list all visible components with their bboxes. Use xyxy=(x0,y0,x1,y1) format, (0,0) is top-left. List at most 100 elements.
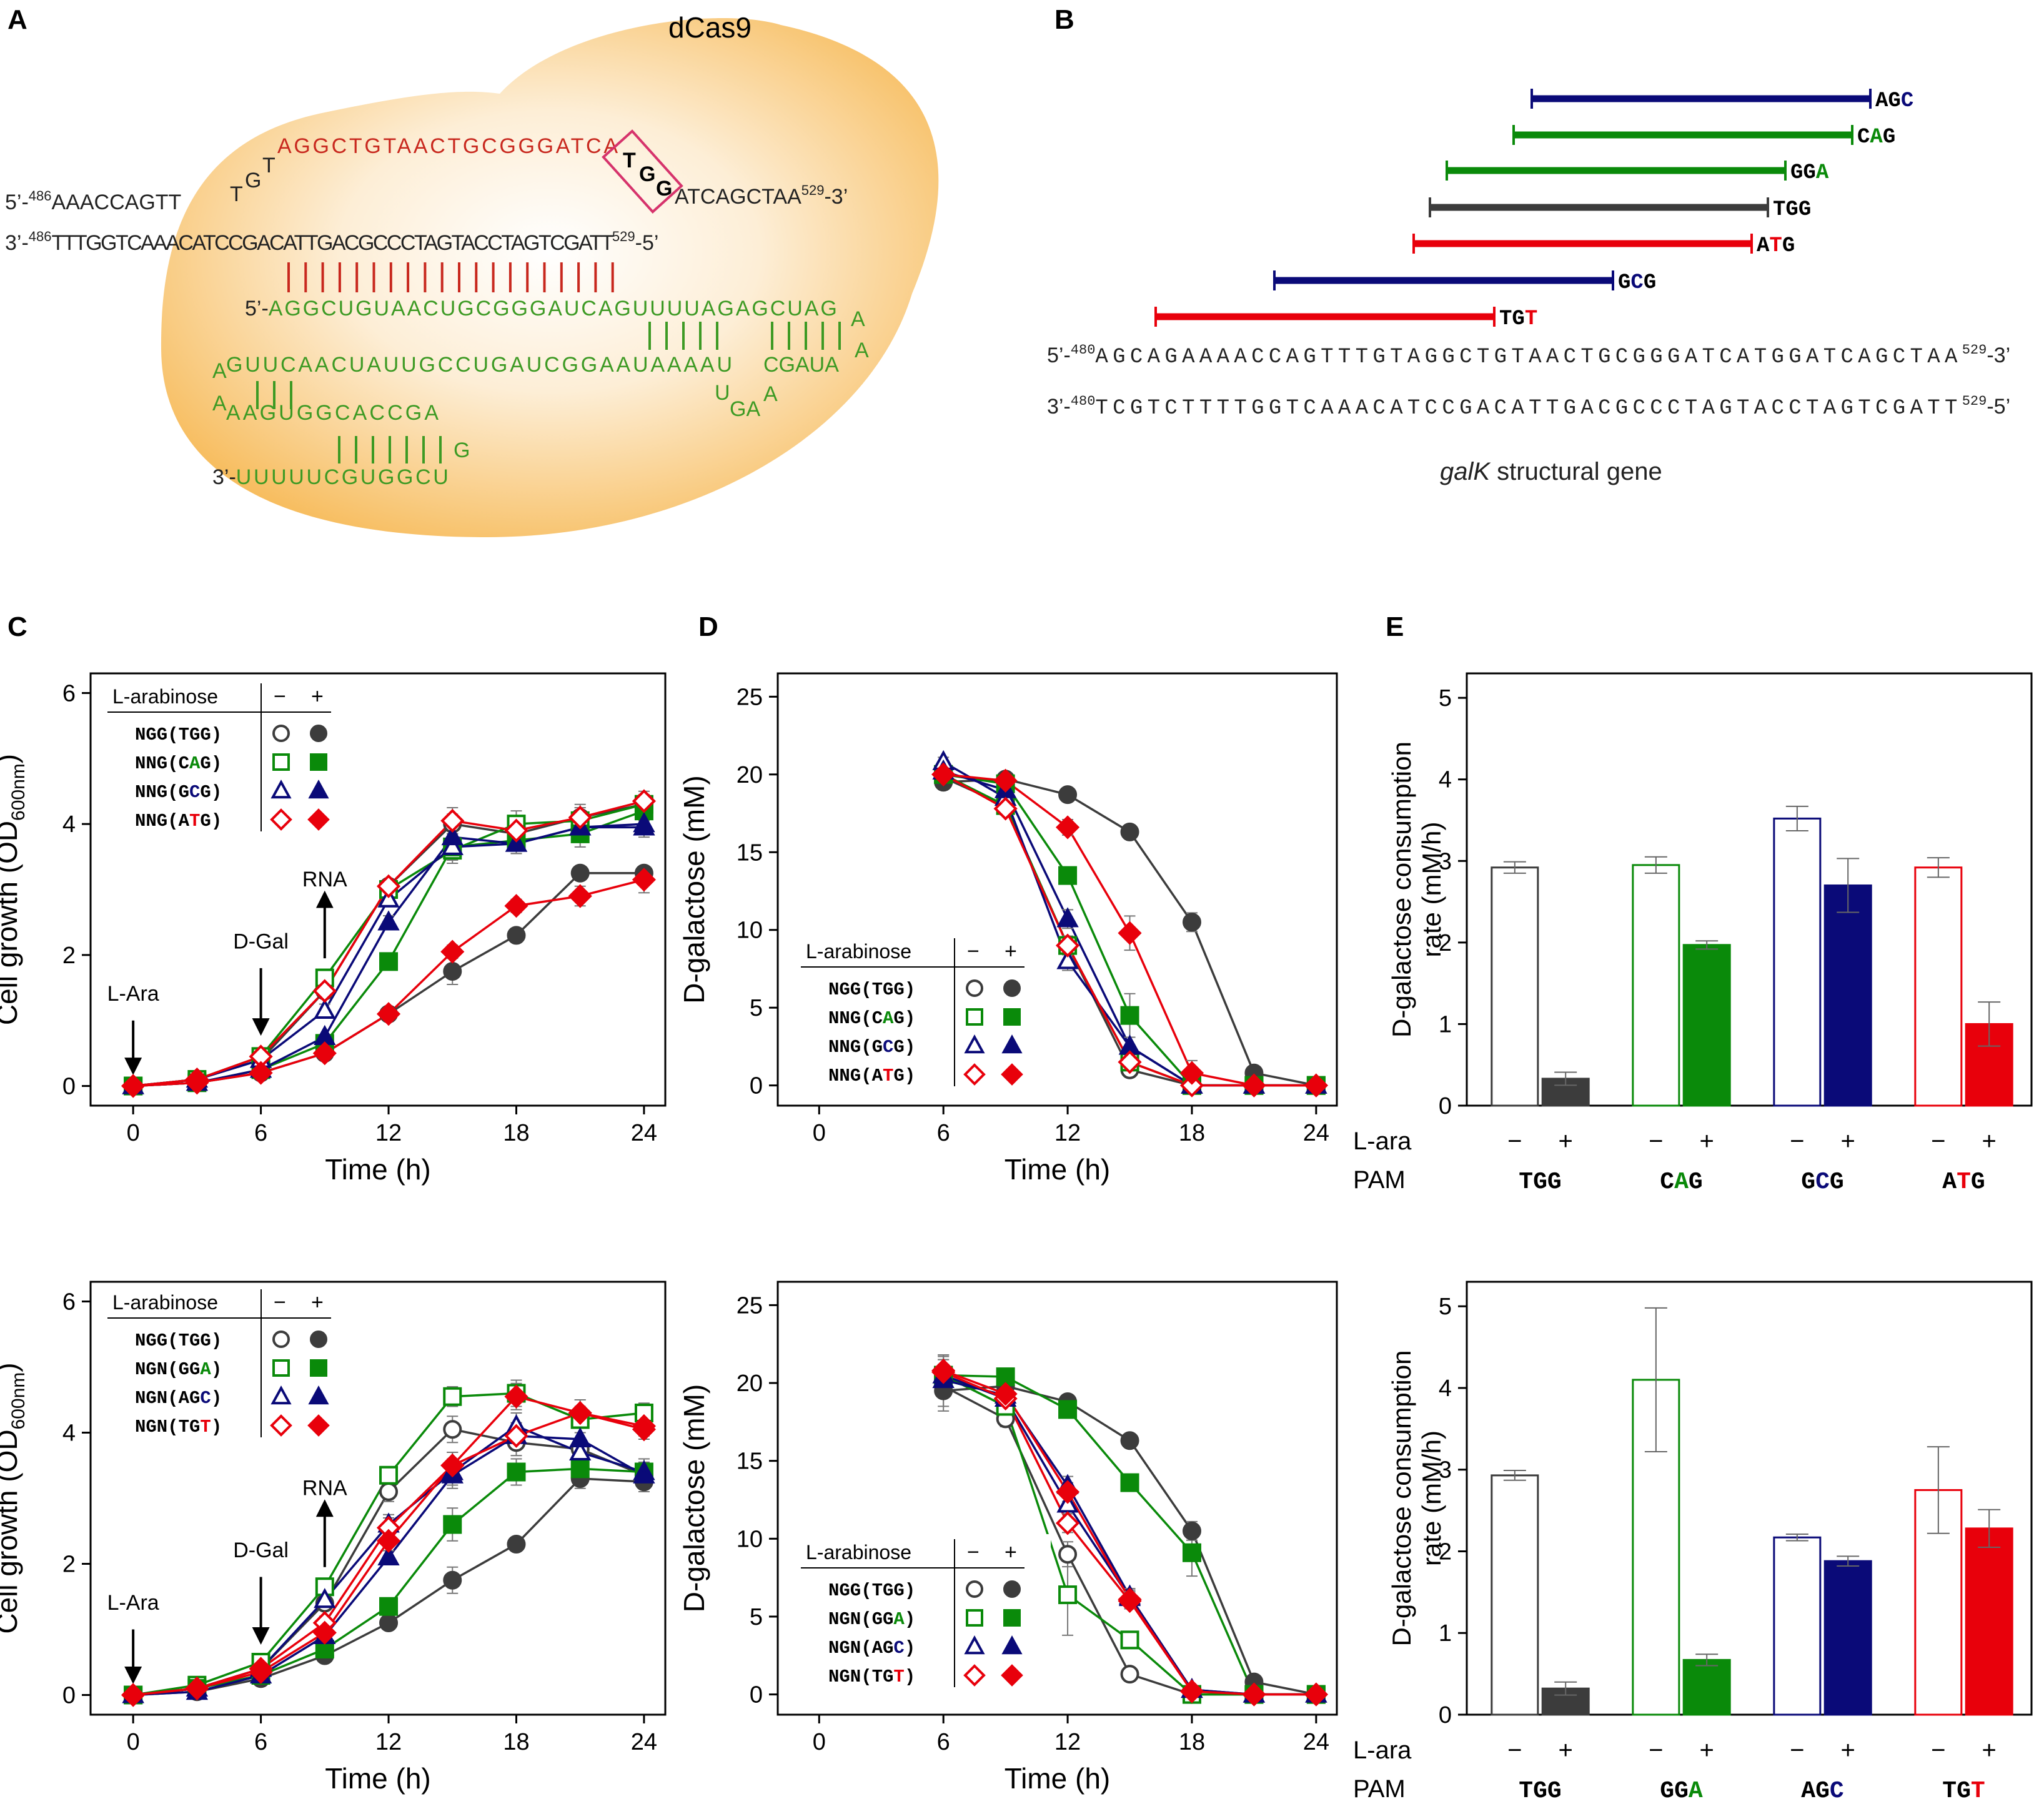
pam-letter: G xyxy=(1533,1169,1547,1196)
pam-letter: G xyxy=(1782,234,1795,258)
x-axis-label: Time (h) xyxy=(1005,1153,1111,1186)
bar-minus xyxy=(1491,866,1539,1107)
text-span: NGN(A xyxy=(828,1638,883,1658)
pam-letter: T xyxy=(1519,1778,1533,1804)
data-point xyxy=(379,1597,399,1616)
text-span: ) xyxy=(905,1667,915,1687)
text-span: 529 xyxy=(1962,342,1987,358)
legend-plus: + xyxy=(311,1291,324,1314)
pam-letter: G xyxy=(1798,198,1811,222)
plot-frame xyxy=(776,672,1338,1107)
y-axis-label: rate (mM/h) xyxy=(1417,821,1446,957)
text-span: -5’ xyxy=(635,231,659,255)
data-point xyxy=(249,1061,273,1085)
text-span: 486 xyxy=(29,188,52,204)
pam-letter: G xyxy=(1533,1778,1547,1804)
data-point xyxy=(1055,1480,1080,1504)
data-point xyxy=(1056,907,1079,928)
y-tick-label: 0 xyxy=(62,1683,76,1709)
pam-letter: G xyxy=(1689,1169,1703,1196)
legend-marker xyxy=(272,1359,290,1377)
text-span: NGN(G xyxy=(828,1609,883,1630)
top-strand-left: 5’-486AAACCAGTT xyxy=(5,188,181,214)
text-span: NGG(T xyxy=(828,979,883,1000)
pam-letter: G xyxy=(656,177,672,201)
bar-plus xyxy=(1823,1560,1872,1716)
bar-minus xyxy=(1773,1536,1822,1716)
data-point xyxy=(1120,1006,1139,1025)
data-point xyxy=(312,1041,337,1066)
y-tick-label: 2 xyxy=(62,1552,76,1578)
text-span: G xyxy=(893,1037,904,1058)
rna-loop: A xyxy=(851,307,865,331)
legend-entry: NNG(GCG) xyxy=(828,1037,915,1058)
data-point xyxy=(633,1463,655,1484)
data-point xyxy=(443,1387,462,1406)
legend-minus: − xyxy=(967,1540,980,1564)
text-span: G xyxy=(893,1008,904,1029)
text-span: NNG(C xyxy=(828,1008,883,1029)
text-span: 486 xyxy=(29,229,52,244)
data-point xyxy=(377,1545,400,1566)
text-span: 5’- xyxy=(1047,344,1071,367)
text-span: ) xyxy=(211,1359,222,1380)
text-span: G xyxy=(883,1609,893,1630)
pam-letter: T xyxy=(1957,1169,1971,1196)
y-tick-label: 0 xyxy=(62,1074,76,1100)
data-point xyxy=(1055,933,1080,958)
text-span: C xyxy=(189,782,200,803)
data-point xyxy=(1058,785,1078,805)
pam-letter: C xyxy=(1630,271,1643,295)
y-tick-label: 2 xyxy=(62,943,76,969)
series-line xyxy=(132,800,645,1088)
y-tick-label: 20 xyxy=(737,762,763,788)
y-tick-label: 4 xyxy=(1439,767,1452,793)
text-span: G xyxy=(189,1331,200,1351)
x-tick-label: 0 xyxy=(813,1120,826,1146)
data-point xyxy=(1120,1630,1139,1650)
x-tick-label: 0 xyxy=(127,1120,140,1146)
text-span: ) xyxy=(211,753,222,774)
bar-minus xyxy=(1773,817,1822,1107)
rna-loop: A xyxy=(763,382,778,406)
sign-plus: + xyxy=(1700,1128,1714,1155)
legend-minus: − xyxy=(967,939,980,963)
plot-frame xyxy=(89,1281,667,1716)
text-span: NGG(T xyxy=(135,1331,189,1351)
annotation-label: RNA xyxy=(302,1476,347,1500)
pam-letter: T xyxy=(623,149,636,172)
text-span: 600nm xyxy=(8,763,29,821)
data-point xyxy=(1120,1665,1139,1684)
row-label-pam: PAM xyxy=(1353,1775,1406,1803)
text-span: 480 xyxy=(1071,342,1096,358)
pam-letter: G xyxy=(1790,161,1803,185)
pam-letter: A xyxy=(1816,161,1829,185)
annotation-label: L-Ara xyxy=(107,982,159,1006)
text-span: NGN(T xyxy=(135,1417,189,1437)
legend: L-arabinose − +NGG(TGG)NNG(CAG)NNG(GCG)NNG… xyxy=(107,678,357,842)
rna-g: G xyxy=(454,439,470,462)
text-span: G xyxy=(893,979,904,1000)
x-tick-label: 18 xyxy=(503,1120,529,1146)
text-span: A xyxy=(189,753,201,774)
x-tick-label: 24 xyxy=(1303,1729,1329,1755)
y-tick-label: 0 xyxy=(1439,1093,1452,1119)
text-span: A xyxy=(883,1008,894,1029)
bar-plus xyxy=(1682,1658,1731,1716)
panel-b-diagram: AGCCAGGGATGGATGGCGTGT5’-480AGCAGAAAACCAG… xyxy=(1047,89,2010,485)
legend-marker xyxy=(1001,1034,1023,1054)
data-point xyxy=(1182,913,1201,932)
legend-marker xyxy=(307,1414,330,1437)
data-point xyxy=(1055,815,1080,840)
y-tick-label: 15 xyxy=(737,840,763,866)
data-point xyxy=(570,1459,590,1479)
text-span: 529 xyxy=(801,182,825,198)
legend-entry: NNG(CAG) xyxy=(828,1008,915,1029)
pam-label: GCG xyxy=(1801,1169,1843,1196)
annotation-label: D-Gal xyxy=(233,1539,289,1562)
row-label-pam: PAM xyxy=(1353,1166,1406,1194)
legend-plus: + xyxy=(311,685,324,708)
text-span: G xyxy=(200,811,211,831)
pam-letter: G xyxy=(1815,1778,1830,1804)
